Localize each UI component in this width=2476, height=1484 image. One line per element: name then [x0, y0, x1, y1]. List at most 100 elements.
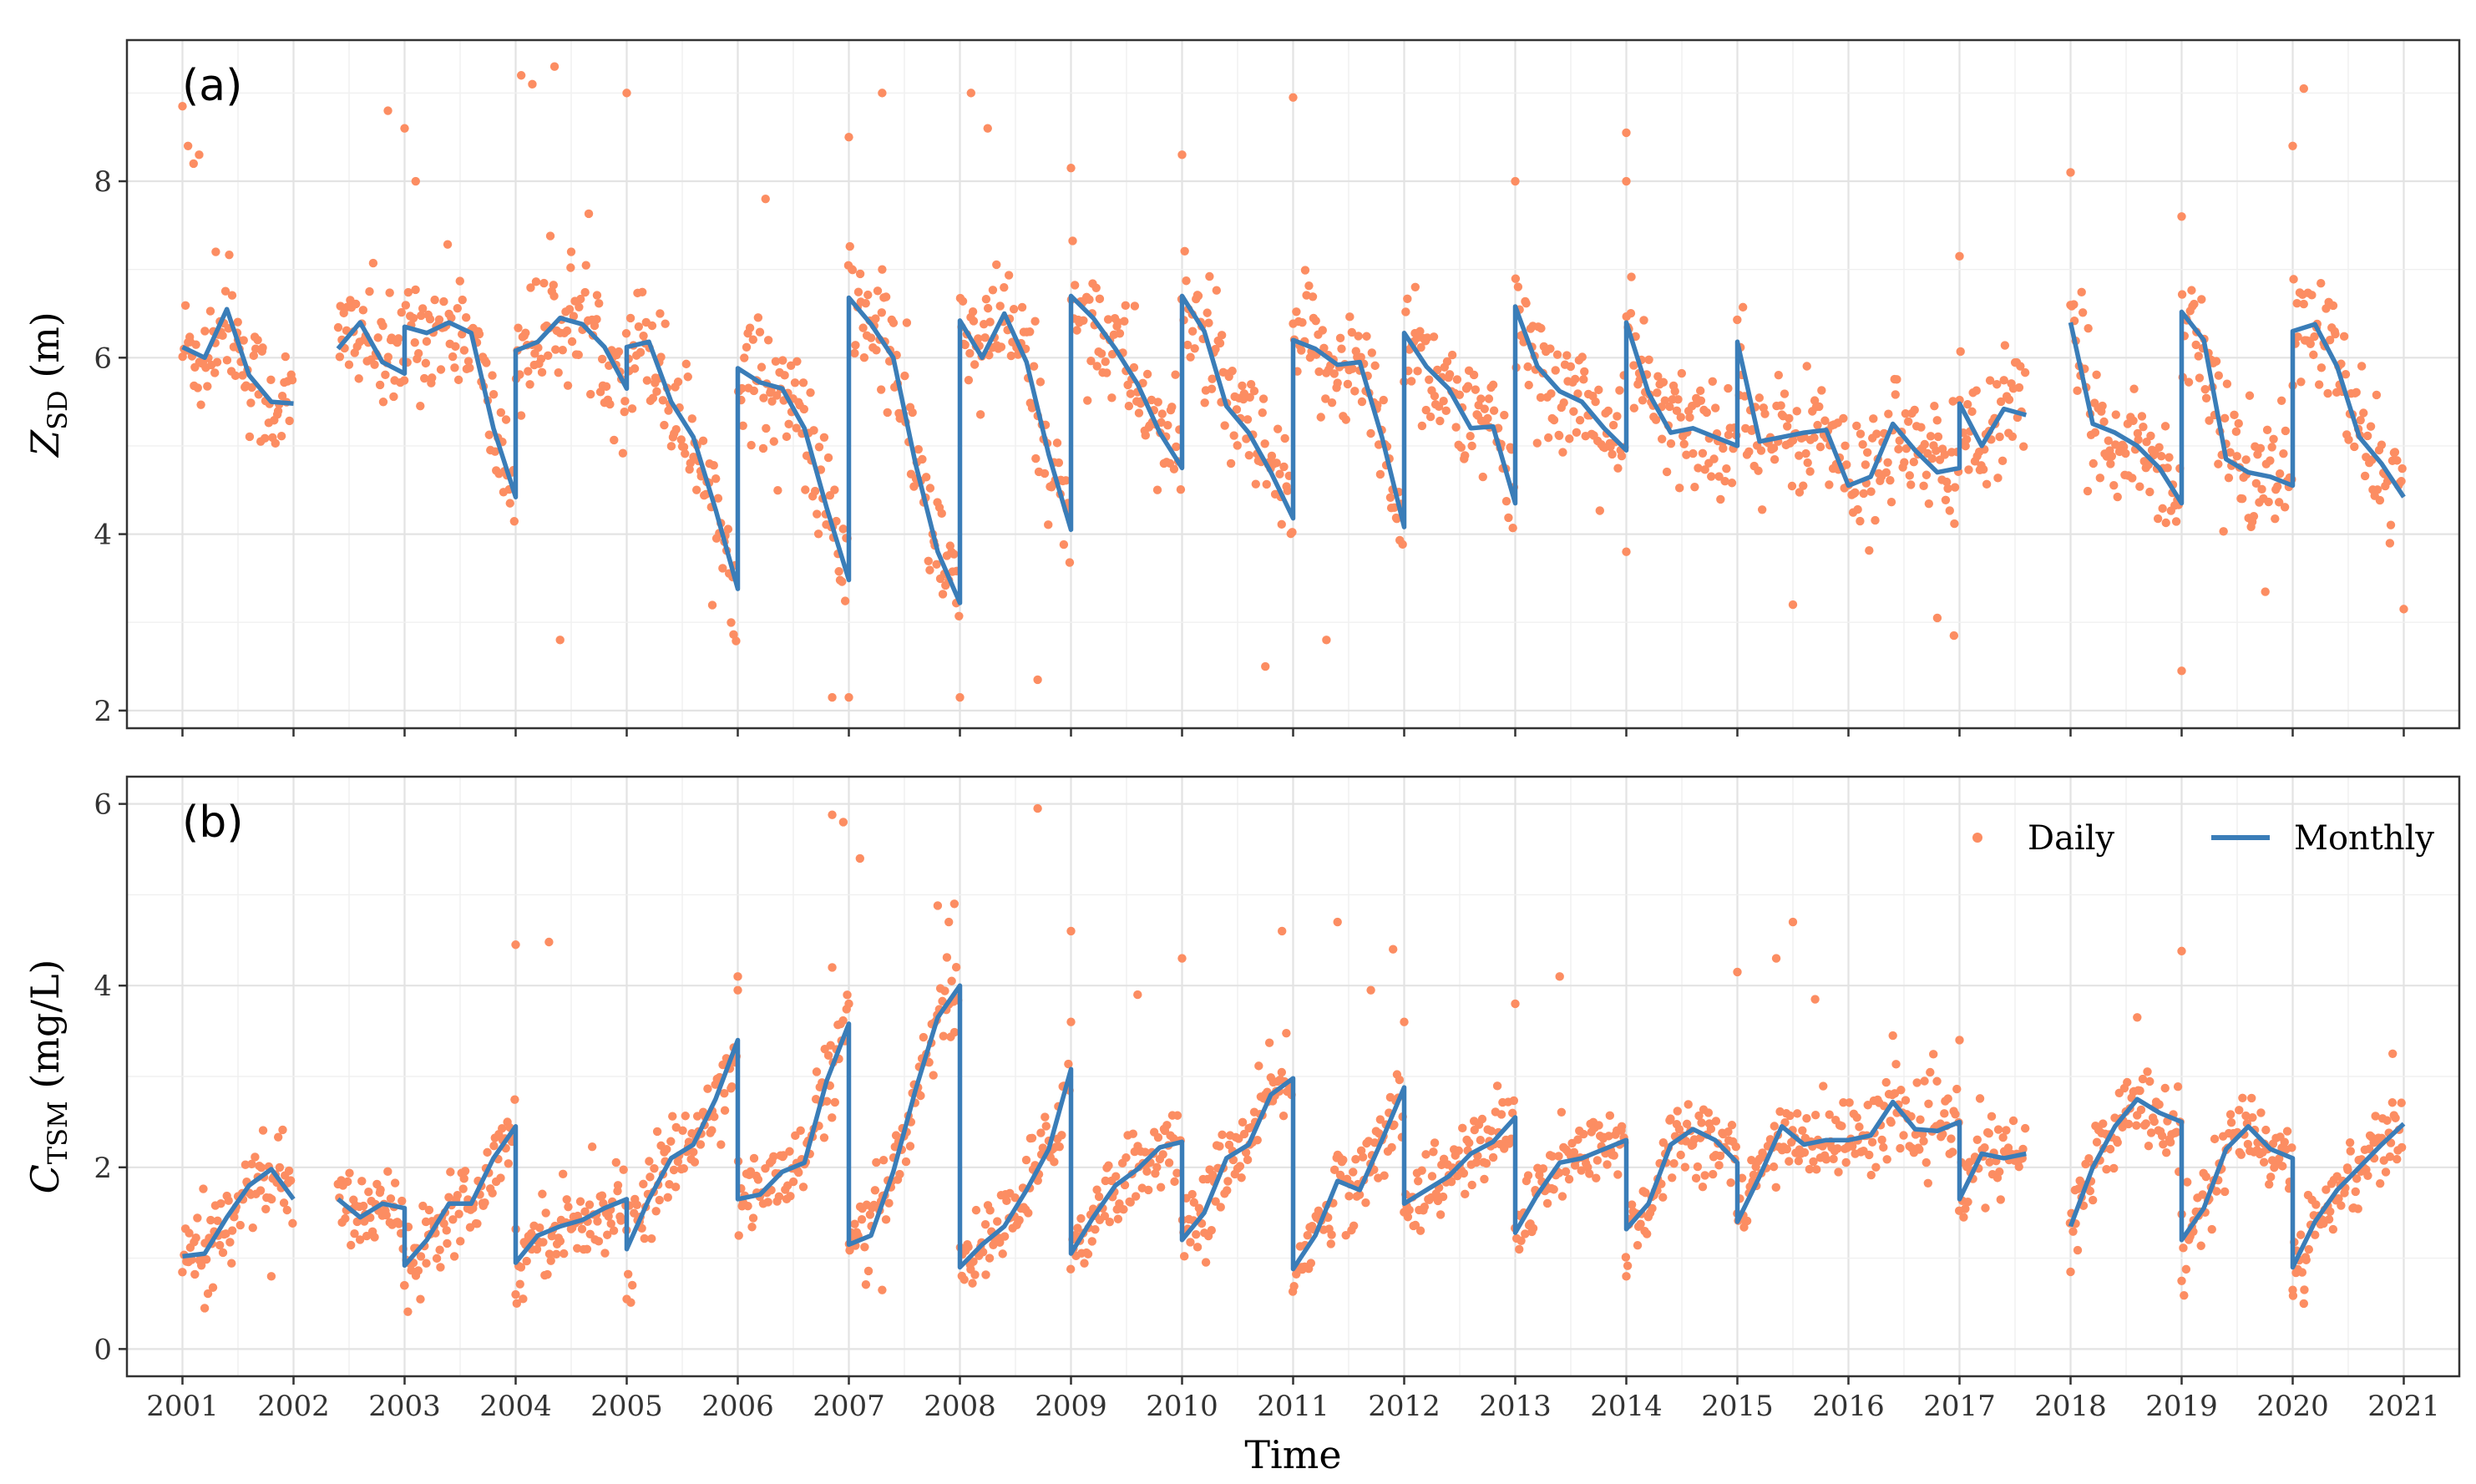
daily-point — [985, 1254, 995, 1263]
daily-point — [261, 433, 270, 443]
daily-point — [2154, 1100, 2164, 1109]
daily-point — [1633, 1240, 1643, 1250]
daily-point — [2018, 1144, 2028, 1154]
daily-point — [767, 397, 777, 406]
daily-point — [1859, 489, 1868, 499]
daily-point — [2264, 1179, 2274, 1189]
daily-point — [1280, 433, 1289, 443]
daily-point — [1327, 398, 1337, 408]
daily-point — [1182, 340, 1192, 350]
daily-point — [1554, 1168, 1564, 1178]
daily-point — [435, 1245, 444, 1254]
daily-point — [1668, 1173, 1677, 1183]
daily-point — [448, 352, 458, 362]
daily-point — [2158, 504, 2167, 514]
daily-point — [1358, 1152, 1368, 1162]
panel-a-y-ticks: 2 4 6 8 — [94, 165, 127, 728]
daily-point — [1884, 409, 1893, 418]
daily-point — [1113, 1214, 1123, 1223]
daily-point — [2084, 323, 2093, 333]
daily-point — [1189, 1198, 1199, 1208]
daily-point — [853, 287, 863, 296]
daily-point — [1264, 1038, 1274, 1047]
daily-point — [1980, 1143, 1989, 1152]
daily-point — [1594, 385, 1603, 395]
daily-point — [190, 1269, 200, 1279]
daily-point — [1484, 394, 1494, 403]
daily-point — [1461, 451, 1470, 460]
daily-point — [1244, 450, 1254, 460]
panel-a-y-title-main: Z — [23, 429, 68, 458]
daily-point — [1842, 460, 1851, 469]
daily-point — [883, 408, 892, 418]
daily-point — [482, 358, 491, 367]
daily-point — [1564, 1174, 1574, 1184]
daily-point — [1695, 386, 1705, 396]
daily-point — [1318, 326, 1327, 335]
daily-point — [1785, 1157, 1794, 1166]
daily-point — [249, 351, 259, 361]
daily-point — [2299, 84, 2308, 94]
daily-point — [1442, 357, 1452, 367]
daily-point — [383, 106, 392, 115]
daily-point — [985, 317, 995, 327]
daily-point — [2020, 367, 2030, 377]
daily-point — [390, 1178, 400, 1188]
daily-point — [2325, 336, 2335, 345]
daily-point — [600, 1248, 610, 1258]
daily-point — [1211, 344, 1220, 354]
daily-point — [1223, 1177, 1233, 1186]
daily-point — [965, 348, 975, 358]
daily-point — [375, 380, 385, 390]
daily-point — [645, 1157, 654, 1166]
daily-point — [266, 1272, 276, 1281]
daily-point — [1577, 352, 1587, 362]
daily-point — [2251, 479, 2261, 489]
daily-point — [416, 401, 425, 411]
daily-point — [1595, 506, 1604, 515]
daily-point — [1665, 402, 1674, 412]
daily-point — [2231, 427, 2241, 437]
daily-point — [1999, 376, 2008, 385]
daily-point — [745, 323, 755, 332]
daily-point — [1554, 1152, 1563, 1161]
daily-point — [2181, 1264, 2191, 1274]
daily-point — [2191, 340, 2200, 350]
daily-point — [212, 357, 222, 367]
daily-point — [1795, 451, 1804, 460]
daily-point — [285, 416, 294, 426]
daily-point — [1356, 352, 1365, 362]
daily-point — [2138, 1074, 2148, 1084]
daily-point — [2099, 417, 2109, 427]
daily-point — [378, 321, 387, 331]
daily-point — [1467, 441, 1476, 451]
daily-point — [1157, 409, 1167, 418]
daily-point — [960, 340, 970, 350]
daily-point — [861, 298, 870, 308]
daily-point — [574, 350, 583, 360]
daily-point — [276, 431, 286, 441]
daily-point — [1289, 93, 1298, 102]
daily-point — [537, 367, 547, 377]
daily-point — [1776, 401, 1785, 410]
daily-point — [1480, 1174, 1489, 1184]
daily-point — [2205, 416, 2214, 425]
daily-point — [593, 1217, 602, 1226]
daily-point — [1092, 1185, 1101, 1194]
daily-point — [964, 375, 974, 385]
daily-point — [1333, 378, 1342, 387]
daily-point — [436, 365, 446, 374]
daily-point — [2274, 498, 2284, 507]
daily-point — [2317, 279, 2326, 288]
daily-point — [1537, 323, 1546, 333]
daily-point — [1886, 476, 1895, 485]
daily-point — [1000, 283, 1009, 292]
daily-point — [2139, 422, 2148, 432]
daily-point — [1501, 496, 1511, 506]
daily-point — [394, 1219, 403, 1228]
daily-point — [185, 1228, 194, 1238]
daily-point — [2225, 448, 2235, 457]
daily-point — [1793, 1109, 1802, 1118]
daily-point — [271, 438, 280, 448]
daily-point — [2090, 428, 2100, 438]
